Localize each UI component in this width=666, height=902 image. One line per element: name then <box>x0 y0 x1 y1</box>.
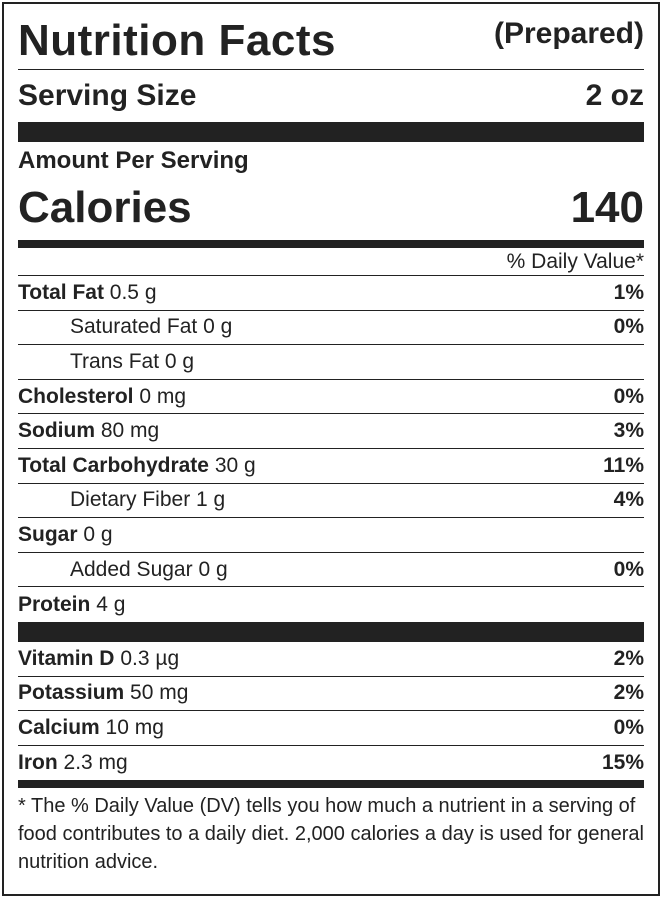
title-row: Nutrition Facts (Prepared) <box>18 4 644 70</box>
nutrient-name: Dietary Fiber <box>70 488 191 512</box>
nutrient-row-calcium: Calcium 10 mg 0% <box>18 711 644 746</box>
serving-size-label: Serving Size <box>18 79 197 112</box>
nutrient-dv: 11% <box>603 453 644 477</box>
nutrient-amount: 0 g <box>83 522 113 546</box>
nutrient-name: Iron <box>18 751 58 775</box>
nutrient-dv: 0% <box>613 384 644 408</box>
nutrient-name: Potassium <box>18 681 125 705</box>
nutrient-row-sodium: Sodium 80 mg 3% <box>18 414 644 449</box>
amount-per-serving: Amount Per Serving <box>18 147 249 174</box>
nutrient-row-protein: Protein 4 g <box>18 587 644 622</box>
nutrient-name: Saturated Fat <box>70 315 198 339</box>
nutrient-row-dietary-fiber: Dietary Fiber 1 g 4% <box>18 484 644 519</box>
nutrient-dv: 2% <box>613 681 644 705</box>
nutrient-amount: 0 g <box>198 557 228 581</box>
nutrient-amount: 10 mg <box>105 715 164 739</box>
serving-size-row: Serving Size 2 oz <box>18 70 644 122</box>
nutrient-row-potassium: Potassium 50 mg 2% <box>18 677 644 712</box>
nutrient-dv: 4% <box>613 488 644 512</box>
nutrient-row-vitamin-d: Vitamin D 0.3 µg 2% <box>18 642 644 677</box>
thick-divider <box>18 621 644 642</box>
nutrient-dv: 15% <box>601 751 644 775</box>
nutrient-name: Sodium <box>18 419 95 443</box>
nutrient-dv: 1% <box>613 280 644 304</box>
nutrient-name: Cholesterol <box>18 384 134 408</box>
nutrient-amount: 0 g <box>164 349 195 373</box>
nutrient-name: Vitamin D <box>18 646 115 670</box>
nutrient-name: Calcium <box>18 715 100 739</box>
label-title: Nutrition Facts <box>18 16 336 65</box>
thick-divider <box>18 122 644 142</box>
nutrient-row-saturated-fat: Saturated Fat 0 g 0% <box>18 311 644 346</box>
label-qualifier: (Prepared) <box>493 17 644 50</box>
daily-value-header: % Daily Value* <box>18 248 644 276</box>
daily-value-footnote: * The % Daily Value (DV) tells you how m… <box>18 795 644 874</box>
nutrient-amount: 1 g <box>196 488 226 512</box>
nutrient-amount: 2.3 mg <box>63 751 128 775</box>
nutrient-row-total-fat: Total Fat 0.5 g 1% <box>18 276 644 311</box>
nutrient-row-added-sugar: Added Sugar 0 g 0% <box>18 553 644 588</box>
nutrient-amount: 80 mg <box>100 419 160 443</box>
nutrient-name: Total Carbohydrate <box>18 453 209 477</box>
nutrient-dv: 0% <box>613 715 644 739</box>
calories-row: Calories 140 <box>18 180 644 236</box>
nutrient-amount: 4 g <box>96 592 126 616</box>
nutrient-name: Sugar <box>18 522 78 546</box>
nutrient-amount: 0.3 µg <box>120 646 180 670</box>
serving-size-value: 2 oz <box>585 79 644 112</box>
nutrient-name: Total Fat <box>18 280 104 304</box>
nutrient-name: Trans Fat <box>70 349 160 373</box>
nutrient-amount: 30 g <box>214 453 256 477</box>
medium-divider <box>18 780 644 789</box>
calories-label: Calories <box>18 183 192 232</box>
nutrient-dv: 0% <box>613 315 644 339</box>
nutrient-row-cholesterol: Cholesterol 0 mg 0% <box>18 380 644 415</box>
nutrient-dv: 2% <box>613 646 644 670</box>
nutrient-name: Added Sugar <box>70 557 193 581</box>
nutrient-dv: 3% <box>613 419 644 443</box>
nutrient-amount: 0 g <box>203 315 233 339</box>
nutrient-amount: 50 mg <box>130 681 189 705</box>
nutrient-row-sugar: Sugar 0 g <box>18 518 644 553</box>
nutrient-amount: 0.5 g <box>109 280 157 304</box>
nutrient-row-iron: Iron 2.3 mg 15% <box>18 746 644 781</box>
medium-divider <box>18 240 644 248</box>
nutrient-row-trans-fat: Trans Fat 0 g <box>18 345 644 380</box>
nutrient-name: Protein <box>18 592 91 616</box>
nutrition-facts-label: Nutrition Facts (Prepared) Serving Size … <box>2 2 660 896</box>
nutrient-row-total-carbohydrate: Total Carbohydrate 30 g 11% <box>18 449 644 484</box>
nutrient-dv: 0% <box>613 557 644 581</box>
calories-value: 140 <box>570 183 644 232</box>
nutrient-amount: 0 mg <box>139 384 187 408</box>
